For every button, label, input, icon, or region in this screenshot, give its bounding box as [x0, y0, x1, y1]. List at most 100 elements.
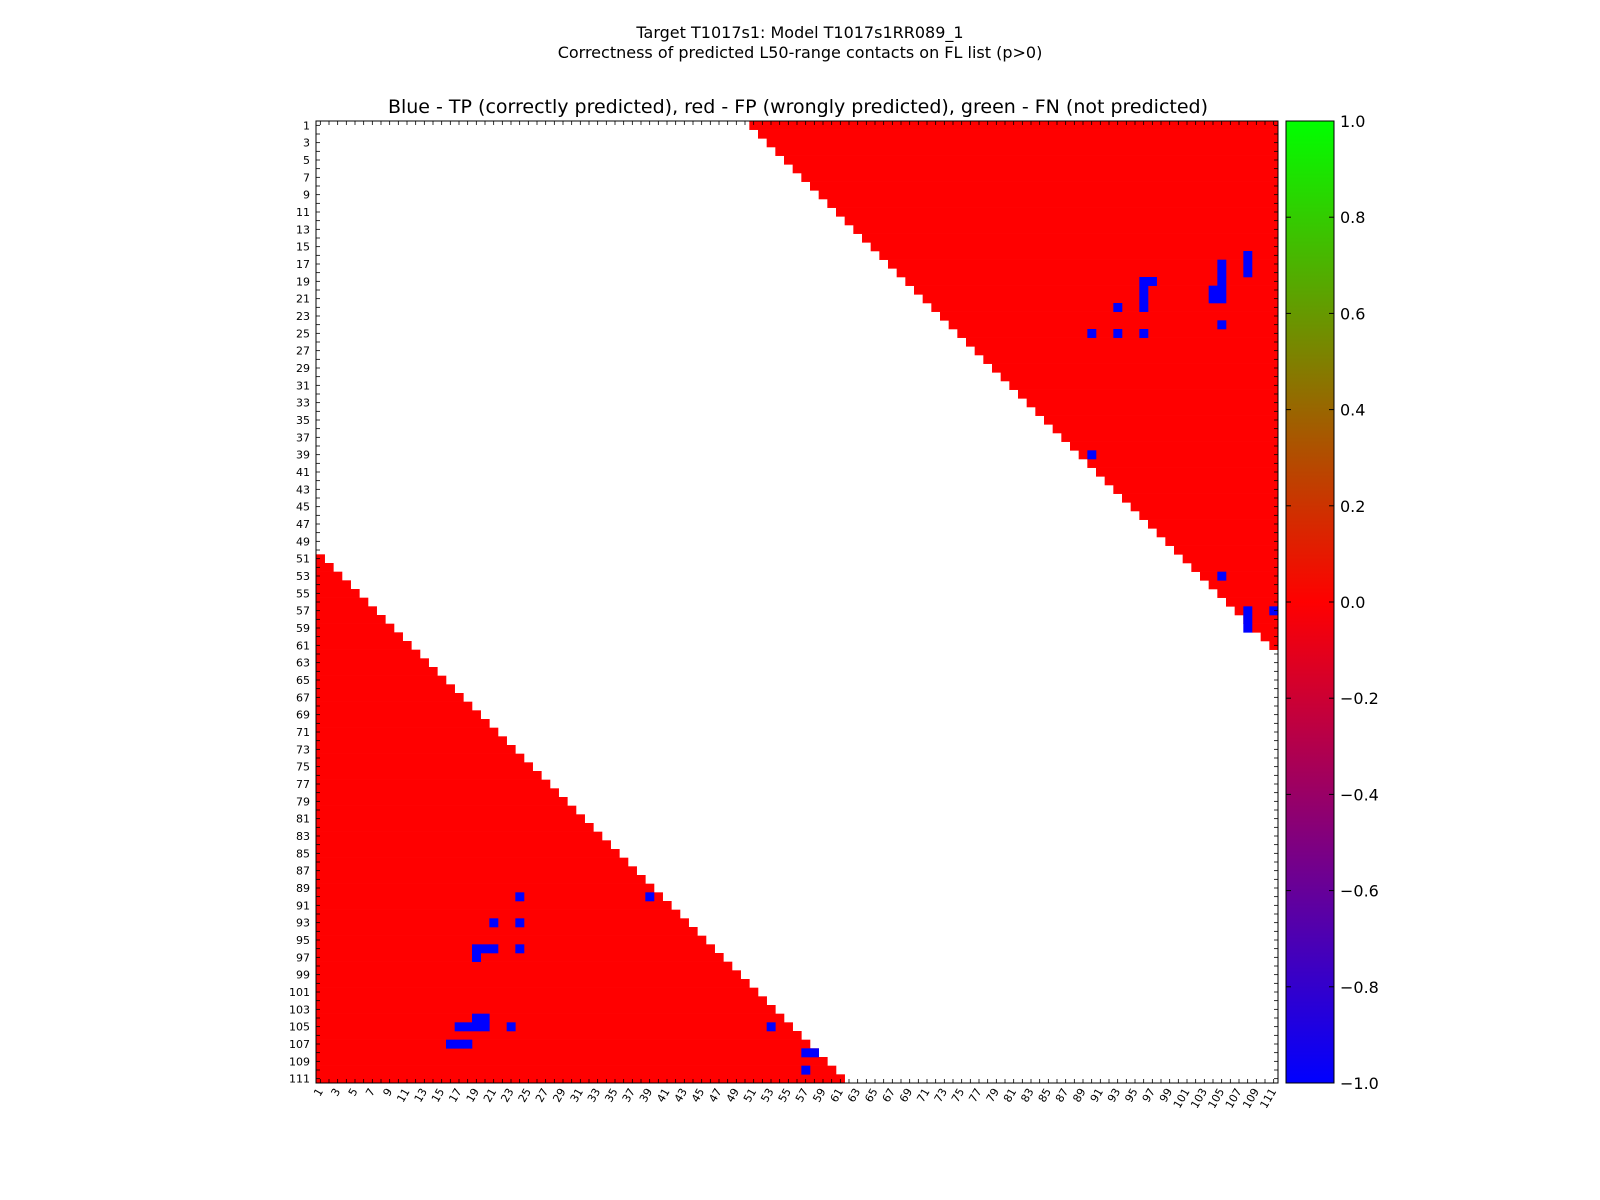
fp-region-upper-row — [983, 355, 1279, 364]
x-tick-label: 7 — [363, 1086, 378, 1099]
x-tick-label: 41 — [654, 1086, 672, 1105]
tp-cell — [1217, 259, 1227, 269]
tp-cell — [1243, 615, 1253, 624]
y-tick-label: 75 — [296, 761, 310, 774]
fp-region-upper-row — [974, 346, 1279, 356]
tp-cell — [1208, 285, 1218, 295]
fp-region-lower-row — [316, 1005, 776, 1014]
x-tick-label: 61 — [828, 1086, 846, 1105]
fp-region-lower-row — [316, 745, 516, 754]
tp-cell — [472, 1013, 481, 1023]
colorbar-ticks: 1.0 0.8 0.6 0.4 0.2 0.0 −0.2 −0.4 −0.6 −0.8 −1.0 — [1286, 112, 1379, 1093]
x-tick-label: 111 — [1258, 1086, 1280, 1111]
colorbar-tick-label: −0.4 — [1340, 785, 1379, 804]
fp-region-upper-row — [836, 207, 1279, 217]
fp-region-lower-row — [316, 987, 759, 997]
x-tick-label: 79 — [984, 1086, 1002, 1105]
fp-region-upper-row — [1208, 580, 1279, 590]
fp-region-lower-row — [316, 961, 733, 971]
x-tick-label: 83 — [1018, 1086, 1036, 1105]
tp-cell — [463, 1039, 473, 1049]
x-tick-label: 3 — [329, 1086, 344, 1099]
y-tick-label: 93 — [296, 917, 310, 930]
x-tick-label: 29 — [550, 1086, 568, 1105]
fp-region-lower-row — [316, 927, 698, 936]
y-tick-label: 9 — [303, 189, 310, 202]
x-tick-label: 49 — [724, 1086, 742, 1105]
fp-region-lower-row — [316, 658, 429, 668]
tp-cell — [1217, 285, 1227, 295]
fp-region-upper-row — [818, 190, 1279, 200]
fp-region-lower-row — [316, 823, 594, 832]
x-tick-label: 95 — [1122, 1086, 1140, 1105]
tp-cell — [489, 918, 499, 928]
x-tick-label: 59 — [810, 1086, 828, 1105]
fp-region-lower-row — [316, 589, 360, 598]
fp-region-upper-row — [1260, 632, 1279, 642]
x-tick-label: 109 — [1240, 1086, 1262, 1111]
y-tick-label: 71 — [296, 726, 310, 739]
fp-region-lower-row — [316, 1039, 811, 1049]
x-tick-label: 105 — [1206, 1086, 1228, 1111]
y-tick-label: 47 — [296, 518, 310, 531]
tp-cell — [1208, 294, 1218, 304]
x-tick-label: 13 — [412, 1086, 430, 1105]
y-tick-label: 97 — [296, 951, 310, 964]
fp-region-upper-row — [1243, 615, 1279, 624]
x-tick-label: 45 — [689, 1086, 707, 1105]
fp-region-upper-row — [758, 129, 1279, 139]
axis-ticks: 1357911131517192123252729313335373941434… — [289, 119, 1279, 1110]
tp-cell — [454, 1022, 464, 1032]
tp-cell — [801, 1065, 811, 1075]
tp-cell — [1087, 329, 1097, 338]
y-tick-label: 23 — [296, 310, 310, 323]
fp-region-upper-row — [1226, 597, 1279, 607]
fp-region-upper-row — [1000, 372, 1279, 382]
colorbar-tick-label: 0.6 — [1340, 304, 1365, 323]
fp-region-lower-row — [316, 684, 455, 694]
x-tick-label: 37 — [620, 1086, 638, 1105]
fp-region-upper-row — [1174, 545, 1279, 555]
fp-region-upper-row — [810, 181, 1279, 191]
fp-region-upper-row — [940, 311, 1279, 321]
y-tick-label: 21 — [296, 293, 310, 306]
fp-region-lower-row — [316, 701, 473, 711]
y-tick-label: 1 — [303, 119, 310, 132]
fp-region-upper-row — [1078, 450, 1279, 460]
x-tick-label: 39 — [637, 1086, 655, 1105]
x-tick-label: 91 — [1088, 1086, 1106, 1105]
y-tick-label: 103 — [289, 1003, 310, 1016]
fp-region-lower-row — [316, 563, 334, 572]
tp-cell — [1243, 259, 1253, 269]
fp-region-upper-row — [801, 173, 1279, 182]
fp-region-upper-row — [896, 268, 1279, 278]
x-tick-label: 33 — [585, 1086, 603, 1105]
x-tick-label: 47 — [706, 1086, 724, 1105]
tp-cell — [801, 1048, 811, 1058]
colorbar-tick-label: −0.8 — [1340, 978, 1379, 997]
fp-region-upper-row — [1182, 554, 1279, 564]
fp-region-upper-row — [879, 251, 1279, 260]
y-tick-label: 37 — [296, 431, 310, 444]
y-tick-label: 53 — [296, 570, 310, 583]
fp-region-lower-row — [316, 1065, 837, 1075]
y-tick-label: 89 — [296, 882, 310, 895]
fp-region-lower-row — [316, 675, 447, 685]
x-tick-label: 73 — [932, 1086, 950, 1105]
fp-region-lower-row — [316, 1031, 802, 1040]
fp-region-lower-row — [316, 580, 351, 590]
tp-cell — [1217, 268, 1227, 278]
tp-cell — [489, 944, 499, 954]
figure-title-line2: Correctness of predicted L50-range conta… — [558, 43, 1043, 62]
fp-region-lower-row — [316, 693, 464, 702]
x-tick-label: 23 — [498, 1086, 516, 1105]
fp-region-lower-row — [316, 797, 568, 806]
fp-region-lower-row — [316, 892, 663, 902]
tp-cell — [1217, 277, 1227, 286]
fp-region-lower-row — [316, 840, 611, 850]
tp-cell — [480, 1013, 490, 1023]
fp-region-upper-row — [1156, 528, 1279, 538]
x-tick-label: 55 — [776, 1086, 794, 1105]
fp-region-lower-row — [316, 623, 395, 633]
